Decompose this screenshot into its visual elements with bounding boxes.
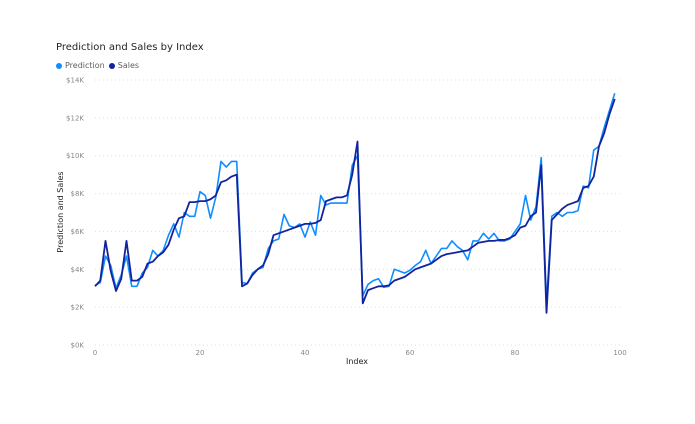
series-line-sales[interactable] xyxy=(94,98,616,314)
y-tick-label: $12K xyxy=(66,114,84,122)
legend-label-prediction: Prediction xyxy=(65,61,105,70)
gridlines xyxy=(95,79,620,346)
x-tick-label: 60 xyxy=(406,349,415,357)
x-tick-label: 80 xyxy=(511,349,520,357)
y-tick-label: $10K xyxy=(66,152,84,160)
x-axis-title: Index xyxy=(346,357,368,366)
legend-swatch-sales xyxy=(108,62,115,69)
x-tick-label: 0 xyxy=(93,349,97,357)
y-tick-label: $6K xyxy=(71,228,85,236)
legend-label-sales: Sales xyxy=(117,61,140,70)
x-tick-label: 20 xyxy=(196,349,205,357)
y-tick-label: $2K xyxy=(71,304,85,312)
y-axis-ticks: $0K $2K $4K $6K $8K $10K $12K $14K xyxy=(66,77,84,350)
x-tick-label: 40 xyxy=(301,349,310,357)
y-axis-title: Prediction and Sales xyxy=(56,171,65,252)
legend-item-prediction[interactable]: Prediction xyxy=(56,61,105,70)
legend-item-sales[interactable]: Sales xyxy=(108,61,140,70)
chart-title: Prediction and Sales by Index xyxy=(56,42,204,53)
x-tick-label: 100 xyxy=(613,349,626,357)
chart-legend: Prediction Sales xyxy=(56,61,143,70)
series-lines xyxy=(94,93,616,314)
x-axis-ticks: 0 20 40 60 80 100 xyxy=(93,349,627,357)
y-tick-label: $0K xyxy=(71,342,85,350)
y-tick-label: $14K xyxy=(66,77,84,85)
y-tick-label: $4K xyxy=(71,266,85,274)
y-tick-label: $8K xyxy=(71,190,85,198)
legend-swatch-prediction xyxy=(56,62,62,69)
